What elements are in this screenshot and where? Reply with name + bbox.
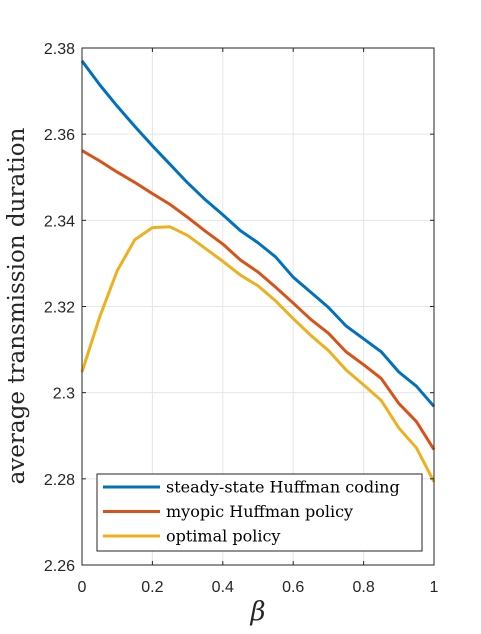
legend-label-1: myopic Huffman policy: [166, 502, 353, 521]
x-axis-ticks: 0 0.2 0.4 0.6 0.8 1: [78, 48, 439, 596]
x-tick-label: 0: [78, 579, 87, 596]
x-tick-label: 0.8: [352, 579, 374, 596]
y-tick-label: 2.26: [44, 558, 75, 575]
series-line-1: [81, 149, 436, 451]
x-tick-label: 1: [430, 579, 439, 596]
series-lines: [80, 60, 436, 483]
series-line-0: [80, 60, 436, 408]
legend-items: steady-state Huffman coding myopic Huffma…: [103, 478, 400, 546]
x-tick-label: 0.2: [141, 579, 163, 596]
y-tick-label: 2.28: [44, 472, 75, 489]
y-tick-label: 2.32: [44, 300, 75, 317]
y-tick-label: 2.3: [53, 386, 75, 403]
x-tick-label: 0.6: [282, 579, 304, 596]
series-line-2: [80, 225, 436, 483]
y-tick-label: 2.36: [44, 127, 75, 144]
legend-label-2: optimal policy: [166, 527, 280, 546]
y-tick-label: 2.34: [44, 213, 75, 230]
y-axis-ticks: 2.26 2.28 2.3 2.32 2.34 2.36 2.38: [44, 41, 434, 575]
y-axis-label: average transmission duration: [4, 127, 30, 484]
y-tick-label: 2.38: [44, 41, 75, 58]
x-tick-label: 0.4: [212, 579, 234, 596]
legend-label-0: steady-state Huffman coding: [166, 478, 400, 497]
legend: steady-state Huffman coding myopic Huffma…: [96, 473, 423, 552]
x-axis-label: β: [249, 597, 265, 627]
